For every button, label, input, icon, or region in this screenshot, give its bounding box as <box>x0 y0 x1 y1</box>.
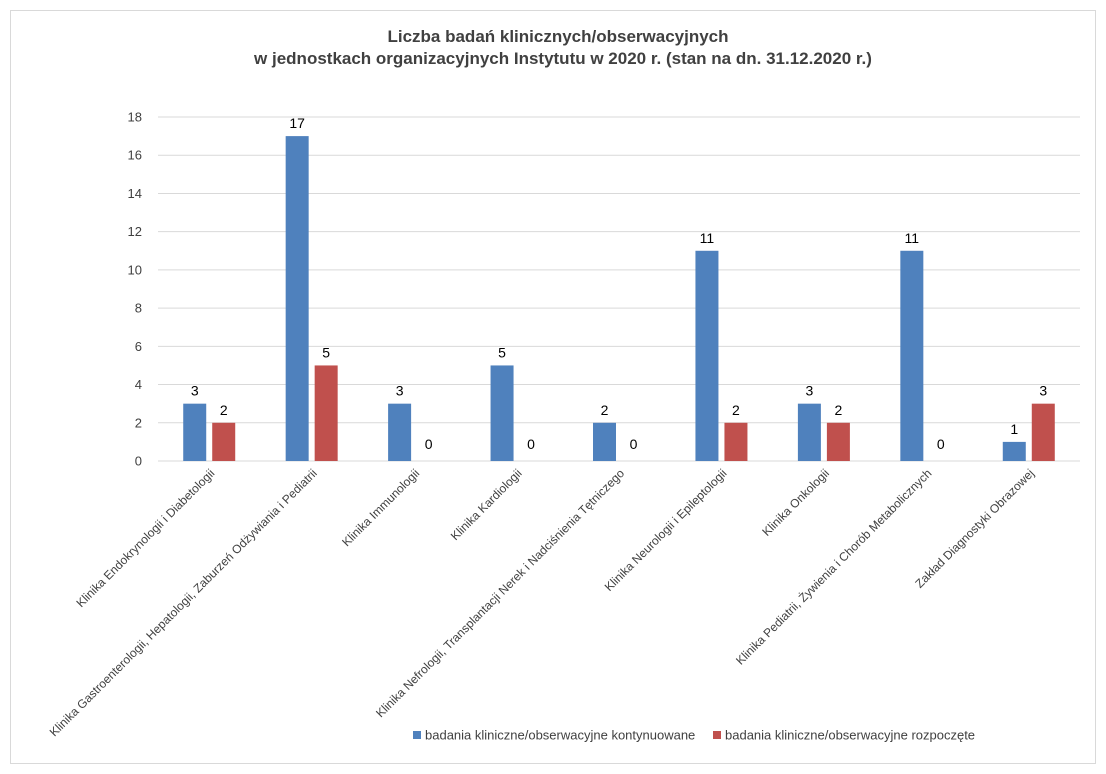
y-tick-label: 4 <box>135 377 142 392</box>
legend: badania kliniczne/obserwacyjne kontynuow… <box>413 728 975 743</box>
bar-rozpoczete <box>826 422 850 461</box>
data-label: 11 <box>905 230 920 246</box>
data-label: 0 <box>527 436 535 452</box>
category-label: Klinika Nefrologii, Transplantacji Nerek… <box>373 466 627 720</box>
data-label: 5 <box>322 344 330 360</box>
category-label: Klinika Neurologii i Epileptologii <box>602 466 730 594</box>
x-axis-categories: Klinika Endokrynologii i DiabetologiiKli… <box>47 466 1037 739</box>
data-label: 2 <box>732 402 740 418</box>
bar-kontynuowane <box>388 403 412 461</box>
data-label: 2 <box>220 402 228 418</box>
legend-swatch <box>713 731 721 739</box>
data-label: 3 <box>396 383 404 399</box>
category-label: Klinika Kardiologii <box>448 466 525 543</box>
data-label: 3 <box>1039 383 1047 399</box>
bar-rozpoczete <box>314 365 338 461</box>
category-label: Klinika Immunologii <box>339 466 422 549</box>
data-label: 11 <box>700 230 715 246</box>
y-tick-label: 2 <box>135 415 142 430</box>
bar-kontynuowane <box>695 250 719 461</box>
data-label: 2 <box>834 402 842 418</box>
bar-kontynuowane <box>183 403 207 461</box>
y-tick-label: 18 <box>128 110 142 125</box>
legend-label: badania kliniczne/obserwacyjne kontynuow… <box>425 728 695 743</box>
y-tick-label: 8 <box>135 301 142 316</box>
bar-kontynuowane <box>797 403 821 461</box>
bar-kontynuowane <box>1002 441 1026 461</box>
legend-label: badania kliniczne/obserwacyjne rozpoczęt… <box>725 728 975 743</box>
bar-kontynuowane <box>490 365 514 461</box>
chart-title: Liczba badań klinicznych/obserwacyjnych … <box>253 27 872 68</box>
bar-rozpoczete <box>212 422 236 461</box>
legend-swatch <box>413 731 421 739</box>
data-label: 1 <box>1010 421 1018 437</box>
data-label: 3 <box>805 383 813 399</box>
bar-kontynuowane <box>900 250 924 461</box>
bar-rozpoczete <box>724 422 748 461</box>
bar-kontynuowane <box>285 136 309 461</box>
data-label: 0 <box>425 436 433 452</box>
data-label: 2 <box>601 402 609 418</box>
chart-title-line-1: Liczba badań klinicznych/obserwacyjnych <box>387 27 728 46</box>
data-label: 0 <box>630 436 638 452</box>
y-tick-label: 6 <box>135 339 142 354</box>
y-tick-label: 14 <box>128 186 142 201</box>
bar-rozpoczete <box>1031 403 1055 461</box>
data-label: 3 <box>191 383 199 399</box>
category-label: Zakład Diagnostyki Obrazowej <box>912 466 1037 591</box>
chart-title-line-2: w jednostkach organizacyjnych Instytutu … <box>253 49 872 68</box>
y-tick-label: 12 <box>128 224 142 239</box>
y-tick-label: 0 <box>135 454 142 469</box>
data-label: 5 <box>498 344 506 360</box>
data-label: 17 <box>289 115 305 131</box>
bars <box>183 136 1055 461</box>
bar-kontynuowane <box>593 422 616 461</box>
data-label: 0 <box>937 436 945 452</box>
y-axis-ticks: 0 2 4 6 8 10 12 14 16 18 <box>128 110 142 469</box>
y-tick-label: 16 <box>128 148 142 163</box>
gridlines <box>158 116 1080 462</box>
y-tick-label: 10 <box>128 262 142 277</box>
category-label: Klinika Onkologii <box>759 466 832 539</box>
category-label: Klinika Pediatrii, Żywienia i Chorób Met… <box>733 466 934 667</box>
